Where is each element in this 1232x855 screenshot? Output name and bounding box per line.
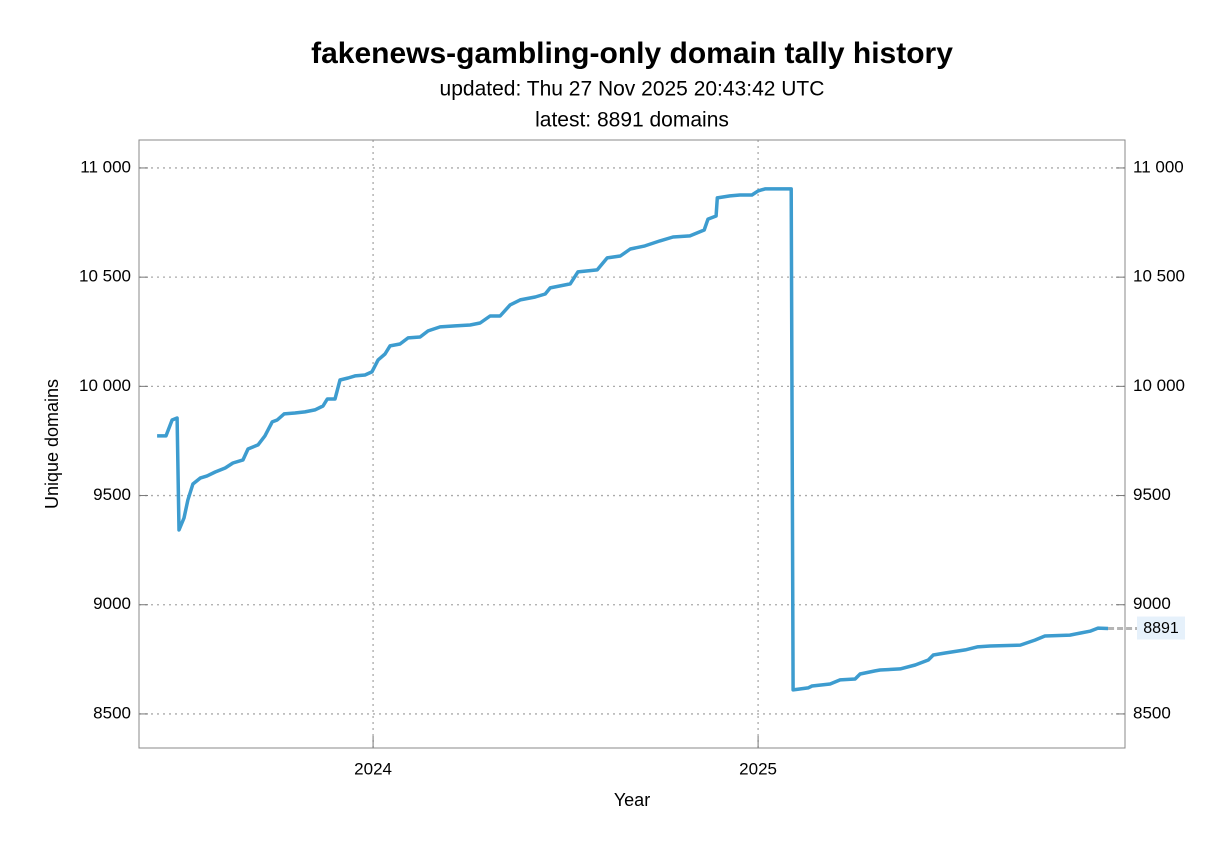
callout-box (1137, 616, 1185, 640)
x-tick-label: 2025 (739, 759, 777, 778)
x-axis-label: Year (614, 790, 650, 810)
y-axis-label: Unique domains (42, 379, 62, 509)
y2-tick-label: 9500 (1133, 485, 1171, 504)
chart-title: fakenews-gambling-only domain tally hist… (311, 37, 953, 70)
x-tick-label: 2024 (354, 759, 392, 778)
last-value-label: 8891 (1143, 620, 1179, 637)
y2-tick-label: 10 000 (1133, 376, 1185, 395)
y-tick-label: 9500 (93, 485, 131, 504)
y-tick-label: 10 500 (79, 267, 131, 286)
y-tick-label: 9000 (93, 594, 131, 613)
y-tick-label: 10 000 (79, 376, 131, 395)
y-tick-label: 8500 (93, 703, 131, 722)
chart-subtitle: updated: Thu 27 Nov 2025 20:43:42 UTC (440, 78, 825, 101)
y2-tick-label: 10 500 (1133, 267, 1185, 286)
y2-tick-label: 11 000 (1133, 157, 1184, 176)
y-tick-label: 11 000 (80, 157, 131, 176)
y2-tick-label: 8500 (1133, 703, 1171, 722)
y2-tick-label: 9000 (1133, 594, 1171, 613)
plot-frame (138, 139, 1126, 749)
chart-subtitle: latest: 8891 domains (535, 109, 729, 132)
data-line (157, 187, 1109, 692)
